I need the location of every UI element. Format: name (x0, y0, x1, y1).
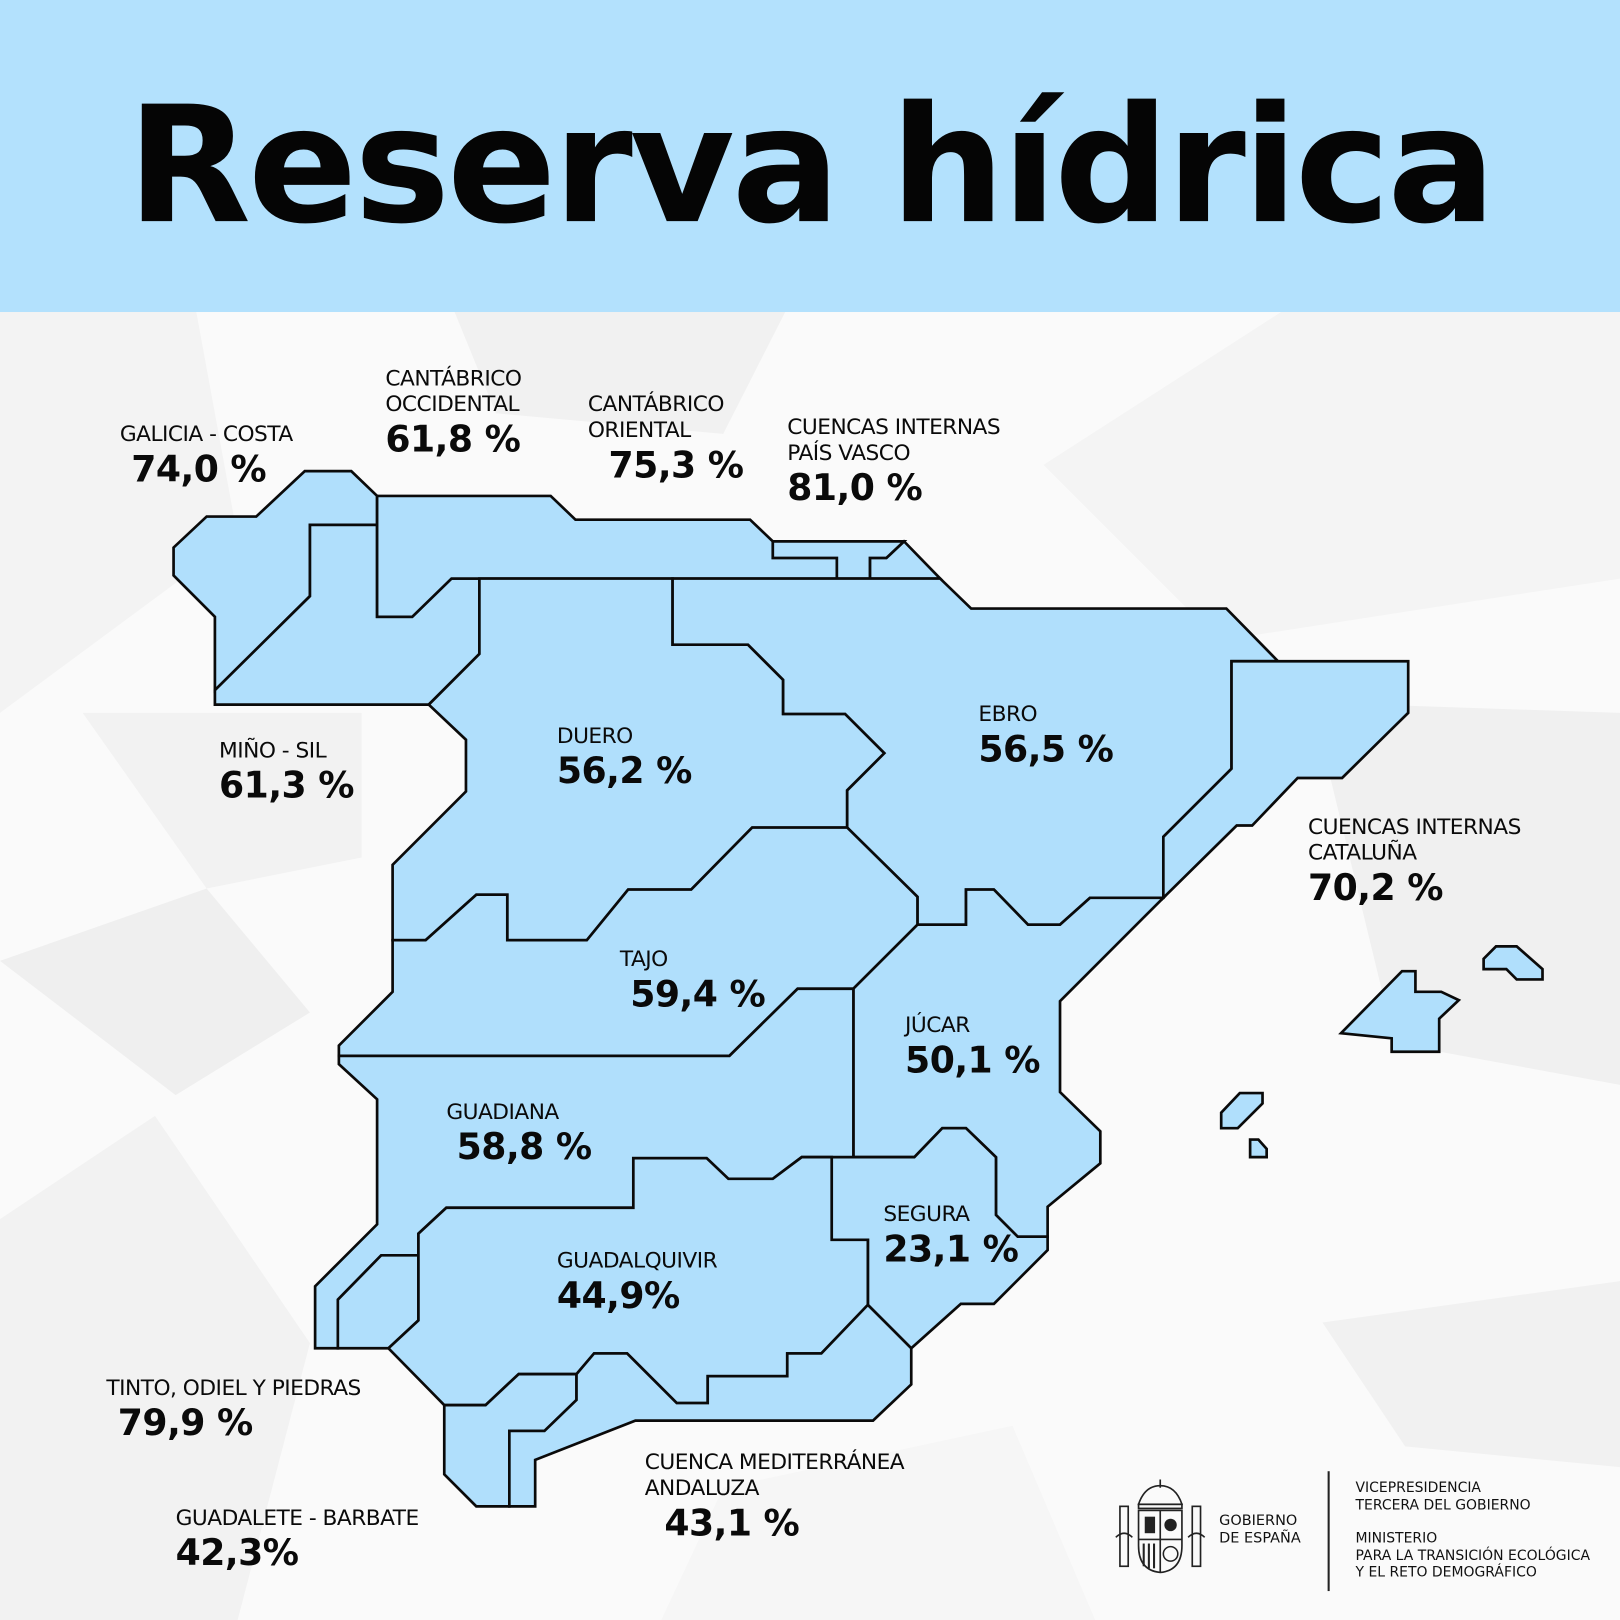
island-menorca (1482, 945, 1544, 981)
island-mallorca (1338, 969, 1462, 1054)
label-cuencas-internas-pais-vasco: CUENCAS INTERNAS PAÍS VASCO 81,0 % (787, 414, 1001, 510)
label-segura: SEGURA 23,1 % (883, 1201, 1019, 1271)
ministerio-text: VICEPRESIDENCIA TERCERA DEL GOBIERNO MIN… (1355, 1479, 1591, 1581)
header-banner: Reserva hídrica (0, 0, 1620, 313)
label-cuenca-mediterranea-andaluza: CUENCA MEDITERRÁNEA ANDALUZA 43,1 % (644, 1449, 905, 1545)
label-galicia-costa: GALICIA - COSTA 74,0 % (119, 421, 293, 491)
label-guadalquivir: GUADALQUIVIR 44,9% (556, 1248, 718, 1318)
label-tajo: TAJO 59,4 % (619, 946, 766, 1016)
label-ebro: EBRO 56,5 % (978, 701, 1114, 771)
label-guadalete-barbate: GUADALETE - BARBATE 42,3% (175, 1505, 420, 1575)
basin-cuencas-internas-cataluna[interactable] (1161, 659, 1410, 902)
basin-cuenca-mediterranea-andaluza[interactable] (508, 1302, 913, 1508)
label-guadiana: GUADIANA 58,8 % (446, 1099, 592, 1169)
island-ibiza (1219, 1091, 1264, 1130)
label-cantabrico-oriental: CANTÁBRICO ORIENTAL 75,3 % (587, 391, 744, 487)
spain-coat-of-arms-icon (1115, 1479, 1206, 1574)
label-tinto-odiel-piedras: TINTO, ODIEL Y PIEDRAS 79,9 % (106, 1375, 361, 1445)
footer-divider (1327, 1471, 1330, 1592)
label-cuencas-internas-cataluna: CUENCAS INTERNAS CATALUÑA 70,2 % (1307, 814, 1521, 910)
label-cantabrico-occidental: CANTÁBRICO OCCIDENTAL 61,8 % (385, 365, 522, 461)
gobierno-de-espana-text: GOBIERNO DE ESPAÑA (1219, 1512, 1301, 1547)
label-mino-sil: MIÑO - SIL 61,3 % (219, 737, 354, 807)
page-title: Reserva hídrica (126, 71, 1496, 260)
island-formentera (1248, 1138, 1268, 1159)
label-jucar: JÚCAR 50,1 % (905, 1012, 1040, 1082)
label-duero: DUERO 56,2 % (556, 723, 692, 793)
